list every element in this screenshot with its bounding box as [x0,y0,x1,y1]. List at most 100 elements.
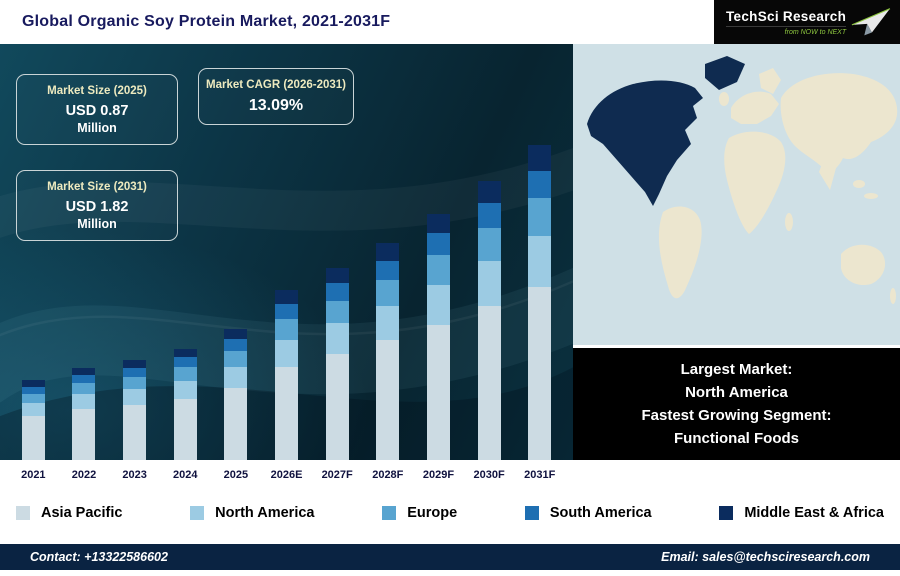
map-asia [780,73,898,172]
bar-segment-middle-east-africa [325,267,349,284]
market-size-2025-box: Market Size (2025) USD 0.87 Million [16,74,178,145]
bar-segment-asia-pacific [224,387,248,460]
bar-segment-asia-pacific [528,286,552,460]
callout-box: Largest Market: North America Fastest Gr… [573,348,900,460]
map-indonesia [864,193,878,199]
x-axis-label-2027F: 2027F [321,469,353,481]
callout-line: Largest Market: [680,360,793,378]
market-size-2031-value: USD 1.82 [65,198,129,215]
market-size-2025-value: USD 0.87 [65,102,129,119]
bar-segment-south-america [123,367,147,378]
bar-segment-asia-pacific [426,324,450,460]
legend-swatch [190,506,205,520]
market-cagr-label: Market CAGR (2026-2031) [206,79,346,91]
market-size-2031-label: Market Size (2031) [47,181,147,193]
bar-segment-asia-pacific [173,399,197,460]
bar-segment-asia-pacific [72,409,96,460]
bar-segment-europe [426,255,450,285]
callout-line: Fastest Growing Segment: [641,407,832,424]
bar-2021 [8,44,59,460]
bar-segment-north-america [173,380,197,399]
bottom-margin [0,570,900,576]
chart-legend: Asia Pacific North America Europe South Ame… [0,490,900,536]
map-southeast-asia [853,180,865,188]
map-india [819,156,836,190]
bar-segment-south-america [275,303,299,320]
bar-segment-south-america [325,283,349,301]
legend-item-south-america: South America [524,505,652,521]
map-africa [724,131,786,234]
stacked-bar [426,213,450,460]
legend-item-europe: Europe [382,505,457,521]
x-axis-label-2022: 2022 [71,469,97,481]
legend-label: Europe [407,505,458,521]
legend-swatch [524,506,539,520]
map-greenland [705,56,745,90]
stacked-bar [21,342,45,460]
bar-2023 [109,44,160,460]
callout-line: North America [685,383,788,401]
legend-label: Middle East & Africa [744,505,884,521]
bar-segment-middle-east-africa [224,328,248,340]
bar-2026E [261,44,312,460]
map-australia [841,244,886,286]
bar-segment-europe [173,367,197,381]
map-south-america [658,206,702,299]
bar-segment-middle-east-africa [21,379,45,387]
page-title: Global Organic Soy Protein Market, 2021-… [22,13,391,30]
legend-swatch [382,506,397,520]
legend-swatch [16,506,30,520]
x-axis-label-2021: 2021 [21,469,46,481]
paper-plane-icon [851,8,891,36]
panel-gap [573,345,900,348]
bar-segment-middle-east-africa [123,359,147,368]
bar-segment-north-america [275,339,299,368]
legend-item-asia-pacific: Asia Pacific [16,505,122,521]
right-panel: Largest Market: North America Fastest Gr… [573,44,900,490]
x-axis-label-2024: 2024 [173,469,198,481]
map-madagascar [785,213,793,231]
bar-segment-north-america [123,388,147,405]
bar-segment-europe [123,377,147,389]
x-axis-label-2025: 2025 [223,469,249,481]
x-axis-label-2030F: 2030F [473,469,505,481]
techsci-logo: TechSci Research from NOW to NEXT [714,0,900,44]
world-map-svg [573,44,900,345]
stacked-bar [173,321,197,460]
bar-segment-middle-east-africa [376,243,400,261]
right-bottom-spacer [573,460,900,490]
x-axis-label-2031F: 2031F [524,469,556,481]
bar-segment-south-america [426,232,450,256]
bar-segment-north-america [21,403,45,417]
stacked-bar [376,243,400,460]
x-axis-label-2026E: 2026E [270,469,303,481]
bar-segment-south-america [21,386,45,394]
bar-segment-north-america [224,366,248,388]
bar-2030F [464,44,515,460]
bar-2022 [59,44,110,460]
bar-segment-asia-pacific [376,340,400,460]
stacked-bar [325,267,349,460]
bar-segment-south-america [376,260,400,280]
bar-segment-asia-pacific [275,367,299,460]
bar-chart [0,44,573,460]
bar-segment-south-america [72,375,96,383]
stacked-bar [275,288,299,460]
market-cagr-value: 13.09% [248,96,304,114]
bar-segment-north-america [528,236,552,287]
bar-segment-europe [275,319,299,340]
bar-segment-middle-east-africa [275,290,299,304]
x-axis-label-2023: 2023 [122,469,147,481]
chart-panel: Market Size (2025) USD 0.87 Million Mark… [0,44,573,490]
bar-2029F [413,44,464,460]
map-new-zealand [890,288,896,304]
bar-segment-middle-east-africa [426,213,450,233]
x-axis-label-2028F: 2028F [372,469,404,481]
footer-bar: Contact: +13322586602 Email: sales@techs… [0,544,900,570]
bar-segment-north-america [477,260,501,306]
market-size-2025-label: Market Size (2025) [47,85,147,97]
footer-spacer [0,536,900,544]
logo-text: TechSci Research from NOW to NEXT [726,9,847,36]
stacked-bar [477,180,501,460]
